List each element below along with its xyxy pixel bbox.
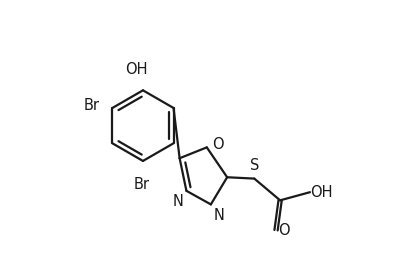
Text: N: N: [173, 194, 184, 209]
Text: Br: Br: [134, 177, 150, 192]
Text: Br: Br: [84, 98, 100, 113]
Text: OH: OH: [310, 185, 333, 200]
Text: S: S: [250, 158, 259, 173]
Text: O: O: [212, 137, 223, 152]
Text: N: N: [214, 208, 225, 223]
Text: O: O: [278, 223, 290, 238]
Text: OH: OH: [125, 63, 147, 78]
